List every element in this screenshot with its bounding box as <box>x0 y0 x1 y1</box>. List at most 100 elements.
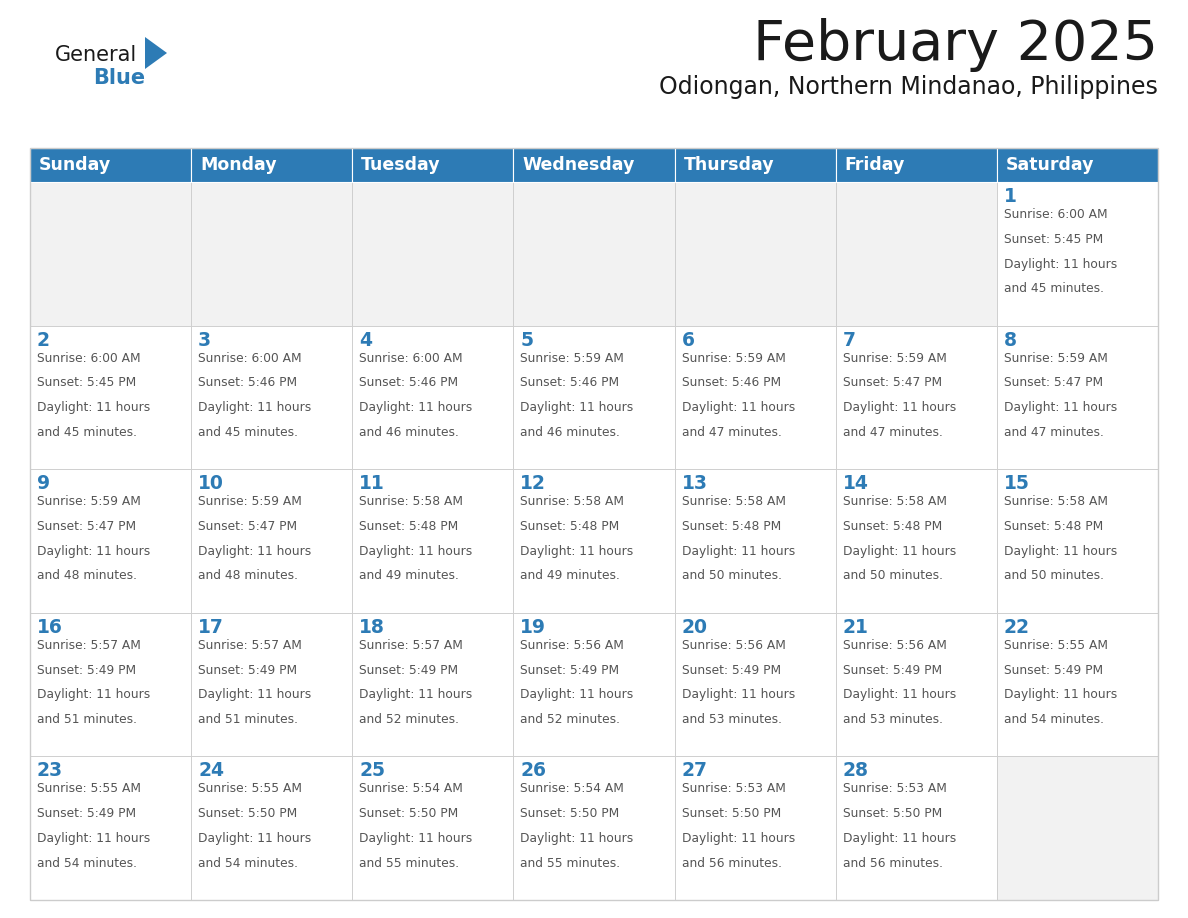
Text: 23: 23 <box>37 761 63 780</box>
Text: Daylight: 11 hours: Daylight: 11 hours <box>682 688 795 701</box>
Bar <box>997 326 1158 469</box>
Text: and 47 minutes.: and 47 minutes. <box>1004 426 1104 439</box>
Text: Sunset: 5:47 PM: Sunset: 5:47 PM <box>198 520 297 533</box>
Text: Sunrise: 5:54 AM: Sunrise: 5:54 AM <box>520 782 625 795</box>
Text: 26: 26 <box>520 761 546 780</box>
Bar <box>513 326 675 469</box>
Text: 8: 8 <box>1004 330 1017 350</box>
Text: Sunrise: 5:56 AM: Sunrise: 5:56 AM <box>682 639 785 652</box>
Text: Sunrise: 5:55 AM: Sunrise: 5:55 AM <box>1004 639 1108 652</box>
Bar <box>353 613 513 756</box>
Text: Tuesday: Tuesday <box>361 156 441 174</box>
Bar <box>191 326 353 469</box>
Text: Daylight: 11 hours: Daylight: 11 hours <box>198 401 311 414</box>
Bar <box>191 756 353 900</box>
Text: 24: 24 <box>198 761 225 780</box>
Text: General: General <box>55 45 138 65</box>
Bar <box>835 469 997 613</box>
Text: 21: 21 <box>842 618 868 637</box>
Text: Daylight: 11 hours: Daylight: 11 hours <box>520 544 633 558</box>
Text: Sunrise: 5:59 AM: Sunrise: 5:59 AM <box>37 495 141 509</box>
Text: and 45 minutes.: and 45 minutes. <box>1004 282 1104 296</box>
Text: Sunrise: 5:59 AM: Sunrise: 5:59 AM <box>1004 352 1107 364</box>
Text: Sunrise: 5:58 AM: Sunrise: 5:58 AM <box>359 495 463 509</box>
Text: 19: 19 <box>520 618 546 637</box>
Text: and 51 minutes.: and 51 minutes. <box>37 713 137 726</box>
Text: 9: 9 <box>37 475 50 493</box>
Text: and 45 minutes.: and 45 minutes. <box>198 426 298 439</box>
Text: 11: 11 <box>359 475 385 493</box>
Text: Thursday: Thursday <box>683 156 775 174</box>
Bar <box>675 182 835 326</box>
Text: Sunrise: 5:57 AM: Sunrise: 5:57 AM <box>198 639 302 652</box>
Text: and 46 minutes.: and 46 minutes. <box>520 426 620 439</box>
Bar <box>997 756 1158 900</box>
Text: 20: 20 <box>682 618 708 637</box>
Text: 2: 2 <box>37 330 50 350</box>
Text: Sunset: 5:47 PM: Sunset: 5:47 PM <box>1004 376 1102 389</box>
Bar <box>353 326 513 469</box>
Bar <box>30 148 191 182</box>
Text: Sunset: 5:49 PM: Sunset: 5:49 PM <box>842 664 942 677</box>
Text: Daylight: 11 hours: Daylight: 11 hours <box>359 832 473 845</box>
Text: Sunset: 5:48 PM: Sunset: 5:48 PM <box>359 520 459 533</box>
Bar <box>191 613 353 756</box>
Text: Daylight: 11 hours: Daylight: 11 hours <box>682 401 795 414</box>
Text: Sunrise: 5:56 AM: Sunrise: 5:56 AM <box>520 639 625 652</box>
Text: and 50 minutes.: and 50 minutes. <box>1004 569 1104 583</box>
Text: Sunrise: 5:55 AM: Sunrise: 5:55 AM <box>37 782 141 795</box>
Text: 15: 15 <box>1004 475 1030 493</box>
Bar <box>191 469 353 613</box>
Text: Daylight: 11 hours: Daylight: 11 hours <box>1004 544 1117 558</box>
Bar <box>513 182 675 326</box>
Text: Daylight: 11 hours: Daylight: 11 hours <box>198 688 311 701</box>
Text: Monday: Monday <box>200 156 277 174</box>
Bar <box>997 148 1158 182</box>
Bar <box>675 326 835 469</box>
Text: and 54 minutes.: and 54 minutes. <box>37 856 137 869</box>
Text: Sunrise: 5:58 AM: Sunrise: 5:58 AM <box>682 495 785 509</box>
Bar <box>30 469 191 613</box>
Text: Daylight: 11 hours: Daylight: 11 hours <box>1004 401 1117 414</box>
Text: and 53 minutes.: and 53 minutes. <box>842 713 943 726</box>
Text: Sunrise: 5:54 AM: Sunrise: 5:54 AM <box>359 782 463 795</box>
Text: Sunset: 5:45 PM: Sunset: 5:45 PM <box>1004 233 1104 246</box>
Text: Daylight: 11 hours: Daylight: 11 hours <box>37 401 150 414</box>
Text: and 50 minutes.: and 50 minutes. <box>682 569 782 583</box>
Text: Sunrise: 5:57 AM: Sunrise: 5:57 AM <box>359 639 463 652</box>
Text: and 49 minutes.: and 49 minutes. <box>359 569 459 583</box>
Text: Sunrise: 6:00 AM: Sunrise: 6:00 AM <box>37 352 140 364</box>
Text: Sunset: 5:47 PM: Sunset: 5:47 PM <box>37 520 137 533</box>
Bar <box>513 469 675 613</box>
Bar <box>835 756 997 900</box>
Bar <box>513 613 675 756</box>
Bar <box>675 756 835 900</box>
Text: Sunrise: 5:57 AM: Sunrise: 5:57 AM <box>37 639 141 652</box>
Bar <box>835 182 997 326</box>
Bar <box>30 613 191 756</box>
Bar <box>353 469 513 613</box>
Text: 22: 22 <box>1004 618 1030 637</box>
Text: Sunset: 5:45 PM: Sunset: 5:45 PM <box>37 376 137 389</box>
Text: Sunset: 5:50 PM: Sunset: 5:50 PM <box>842 807 942 820</box>
Text: and 56 minutes.: and 56 minutes. <box>842 856 943 869</box>
Text: Daylight: 11 hours: Daylight: 11 hours <box>359 544 473 558</box>
Bar <box>30 182 191 326</box>
Text: 6: 6 <box>682 330 695 350</box>
Text: 18: 18 <box>359 618 385 637</box>
Text: Sunrise: 5:58 AM: Sunrise: 5:58 AM <box>1004 495 1108 509</box>
Bar <box>675 613 835 756</box>
Text: Sunrise: 5:58 AM: Sunrise: 5:58 AM <box>520 495 625 509</box>
Text: Sunset: 5:49 PM: Sunset: 5:49 PM <box>520 664 620 677</box>
Text: Wednesday: Wednesday <box>523 156 634 174</box>
Text: 17: 17 <box>198 618 225 637</box>
Text: 3: 3 <box>198 330 211 350</box>
Text: Sunset: 5:49 PM: Sunset: 5:49 PM <box>198 664 297 677</box>
Text: 14: 14 <box>842 475 868 493</box>
Bar <box>191 148 353 182</box>
Text: and 45 minutes.: and 45 minutes. <box>37 426 137 439</box>
Text: Sunset: 5:48 PM: Sunset: 5:48 PM <box>520 520 620 533</box>
Text: Daylight: 11 hours: Daylight: 11 hours <box>520 832 633 845</box>
Text: Daylight: 11 hours: Daylight: 11 hours <box>198 544 311 558</box>
Text: and 53 minutes.: and 53 minutes. <box>682 713 782 726</box>
